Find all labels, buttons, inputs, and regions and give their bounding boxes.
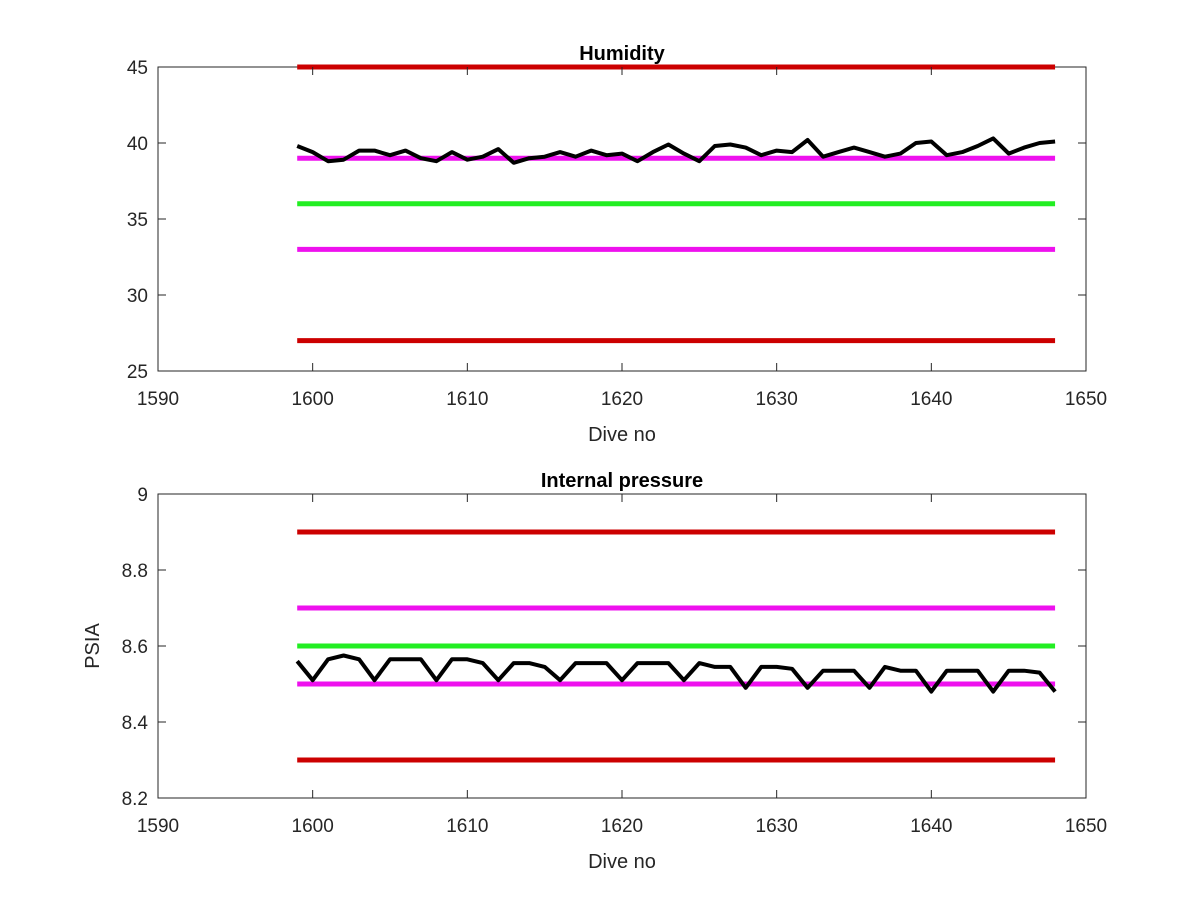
x-tick-label: 1600: [292, 816, 334, 837]
humidity-data-line: [296, 136, 1056, 165]
x-tick-label: 1650: [1065, 389, 1107, 410]
pressure-data-line: [295, 653, 1057, 694]
humidity-axes-box: [157, 66, 1087, 372]
x-tick-label: 1610: [446, 816, 488, 837]
y-tick-label: 8.4: [122, 713, 149, 734]
y-tick-label: 8.6: [122, 637, 148, 658]
y-tick-label: 8.2: [122, 789, 148, 810]
x-tick-label: 1630: [756, 816, 798, 837]
x-tick-label: 1650: [1065, 816, 1107, 837]
x-tick-label: 1600: [292, 389, 334, 410]
humidity-x-axis-label: Dive no: [588, 424, 656, 446]
y-tick-label: 40: [127, 134, 148, 155]
y-tick-label: 30: [127, 286, 148, 307]
pressure-y-axis-label: PSIA: [82, 623, 104, 669]
pressure-chart-title: Internal pressure: [541, 470, 703, 492]
x-tick-label: 1640: [910, 389, 952, 410]
y-tick-label: 45: [127, 58, 148, 79]
x-tick-label: 1620: [601, 816, 643, 837]
x-tick-label: 1590: [137, 816, 179, 837]
x-tick-label: 1640: [910, 816, 952, 837]
x-tick-label: 1590: [137, 389, 179, 410]
y-tick-label: 8.8: [122, 561, 148, 582]
x-tick-label: 1630: [756, 389, 798, 410]
humidity-chart-title: Humidity: [579, 43, 665, 65]
x-tick-label: 1620: [601, 389, 643, 410]
y-tick-label: 9: [137, 485, 148, 506]
y-tick-label: 35: [127, 210, 148, 231]
pressure-x-axis-label: Dive no: [588, 851, 656, 873]
y-tick-label: 25: [127, 362, 148, 383]
x-tick-label: 1610: [446, 389, 488, 410]
